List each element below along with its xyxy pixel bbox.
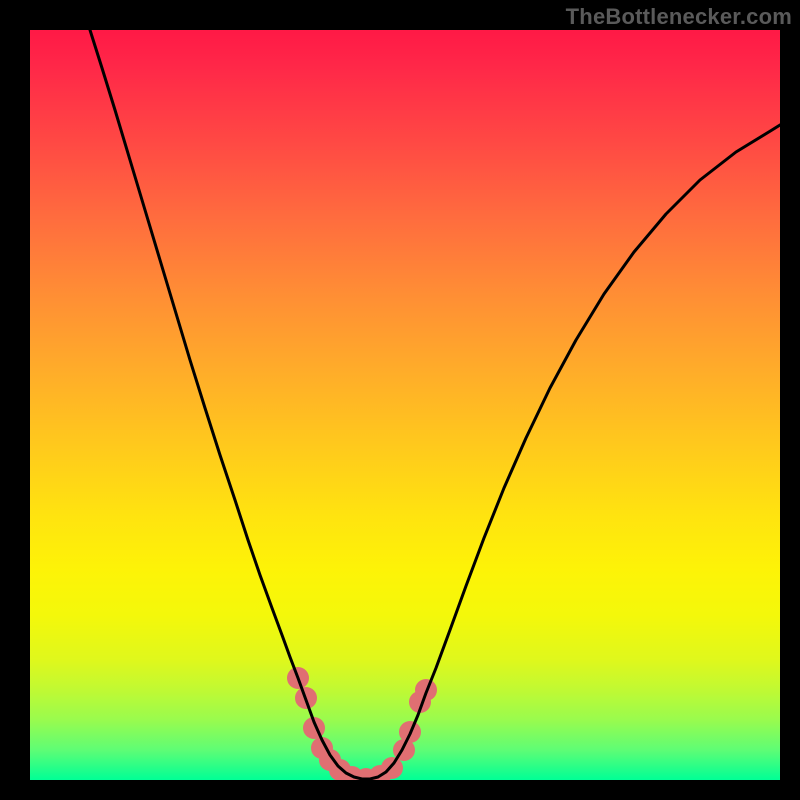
chart-v-curve bbox=[90, 30, 780, 779]
chart-svg-layer bbox=[30, 30, 780, 780]
chart-marker bbox=[381, 757, 403, 779]
watermark-text: TheBottlenecker.com bbox=[566, 4, 792, 30]
chart-plot-area bbox=[30, 30, 780, 780]
